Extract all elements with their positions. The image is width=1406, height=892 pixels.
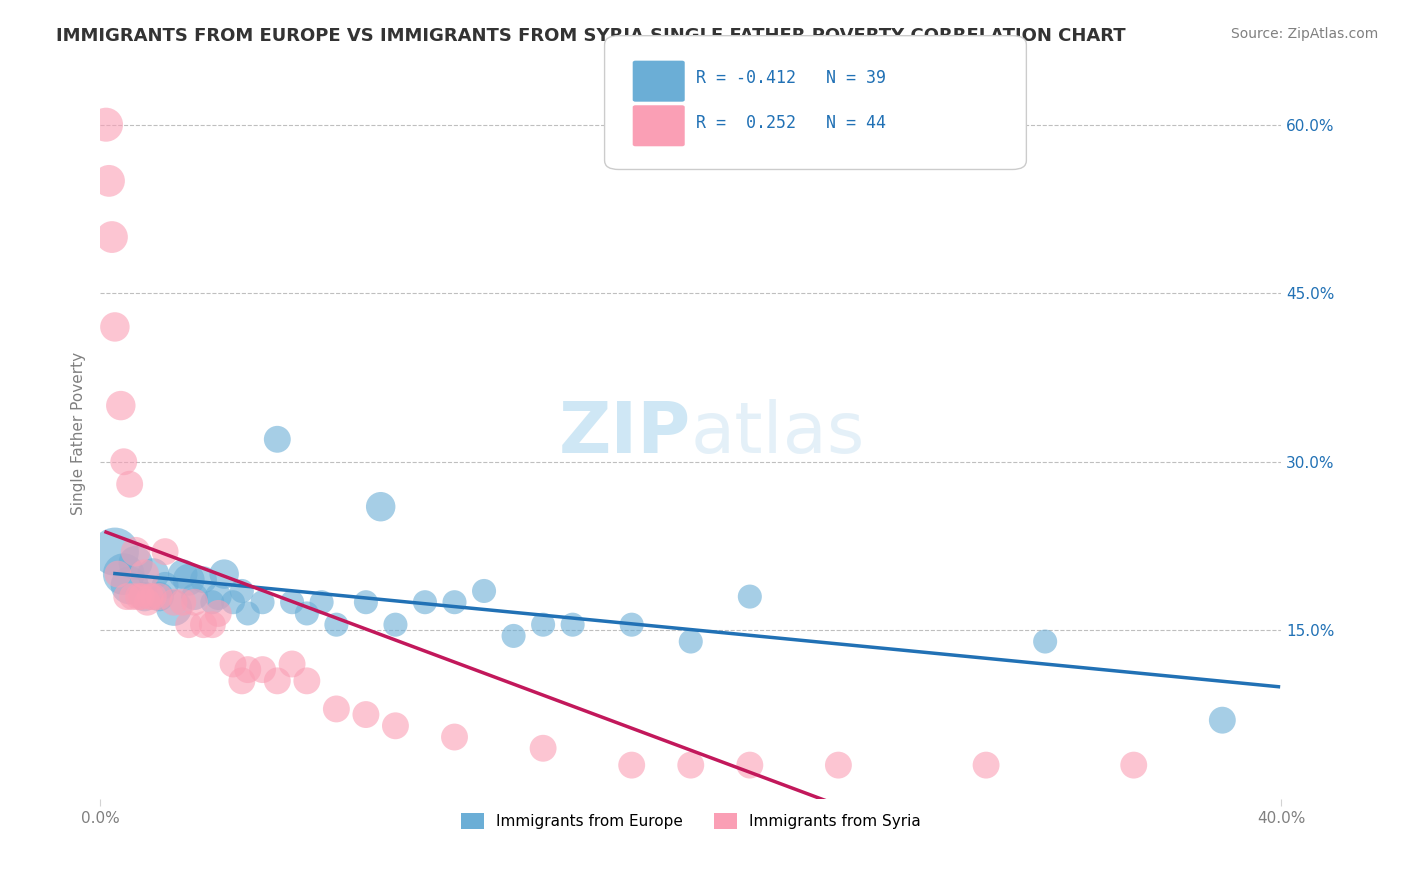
Text: R =  0.252   N = 44: R = 0.252 N = 44 (696, 114, 886, 132)
Point (281, 595, 304, 609)
Point (153, 578, 176, 592)
Point (620, 617, 643, 632)
Point (104, 544, 127, 558)
Point (163, 600, 186, 615)
Point (325, 617, 347, 632)
Point (115, 590, 138, 604)
Point (502, 629, 524, 643)
Point (295, 607, 318, 621)
Point (134, 590, 156, 604)
Point (472, 584, 495, 599)
Point (193, 617, 215, 632)
Point (354, 595, 377, 609)
Point (163, 595, 186, 609)
Point (201, 595, 224, 609)
Point (1122, 758, 1144, 772)
Point (252, 595, 274, 609)
Point (738, 590, 761, 604)
Point (561, 617, 583, 632)
Point (827, 758, 849, 772)
Point (222, 595, 245, 609)
Point (131, 590, 153, 604)
Point (311, 595, 333, 609)
Point (266, 673, 288, 688)
Point (236, 663, 259, 677)
Point (172, 595, 194, 609)
Point (193, 573, 215, 587)
Point (201, 617, 224, 632)
Point (142, 567, 165, 582)
Point (118, 578, 141, 592)
Point (183, 590, 205, 604)
Text: atlas: atlas (690, 400, 865, 468)
Point (443, 730, 465, 744)
Point (1211, 713, 1233, 727)
Point (413, 595, 436, 609)
Point (177, 573, 200, 587)
Point (236, 607, 259, 621)
Text: R = -0.412   N = 39: R = -0.412 N = 39 (696, 69, 886, 87)
Point (148, 590, 170, 604)
Point (231, 584, 253, 599)
Point (281, 657, 304, 671)
Point (183, 595, 205, 609)
Point (679, 758, 702, 772)
Point (136, 595, 159, 609)
Point (354, 707, 377, 722)
Point (620, 758, 643, 772)
Point (101, 230, 124, 244)
Point (295, 673, 318, 688)
Point (531, 617, 554, 632)
Point (531, 741, 554, 756)
Point (252, 663, 274, 677)
Point (112, 455, 135, 469)
Point (222, 657, 245, 671)
Text: ZIP: ZIP (558, 400, 690, 468)
Point (738, 758, 761, 772)
Point (679, 634, 702, 648)
Point (124, 544, 146, 558)
Point (139, 590, 162, 604)
Point (104, 320, 127, 334)
Point (207, 590, 229, 604)
Point (142, 590, 165, 604)
Point (134, 567, 156, 582)
Point (124, 556, 146, 570)
Legend: Immigrants from Europe, Immigrants from Syria: Immigrants from Europe, Immigrants from … (456, 806, 927, 835)
Point (384, 719, 406, 733)
Point (128, 590, 150, 604)
Point (107, 567, 129, 582)
Point (1033, 634, 1056, 648)
Point (98, 174, 121, 188)
Point (325, 702, 347, 716)
Point (384, 617, 406, 632)
Point (172, 567, 194, 582)
Y-axis label: Single Father Poverty: Single Father Poverty (72, 352, 86, 516)
Point (231, 673, 253, 688)
Text: IMMIGRANTS FROM EUROPE VS IMMIGRANTS FROM SYRIA SINGLE FATHER POVERTY CORRELATIO: IMMIGRANTS FROM EUROPE VS IMMIGRANTS FRO… (56, 27, 1126, 45)
Point (974, 758, 997, 772)
Point (153, 544, 176, 558)
Point (112, 567, 135, 582)
Point (94, 118, 117, 132)
Point (121, 590, 143, 604)
Point (370, 500, 392, 514)
Text: Source: ZipAtlas.com: Source: ZipAtlas.com (1230, 27, 1378, 41)
Point (118, 477, 141, 491)
Point (110, 399, 132, 413)
Point (177, 617, 200, 632)
Point (207, 607, 229, 621)
Point (443, 595, 465, 609)
Point (148, 590, 170, 604)
Point (212, 567, 235, 582)
Point (266, 432, 288, 446)
